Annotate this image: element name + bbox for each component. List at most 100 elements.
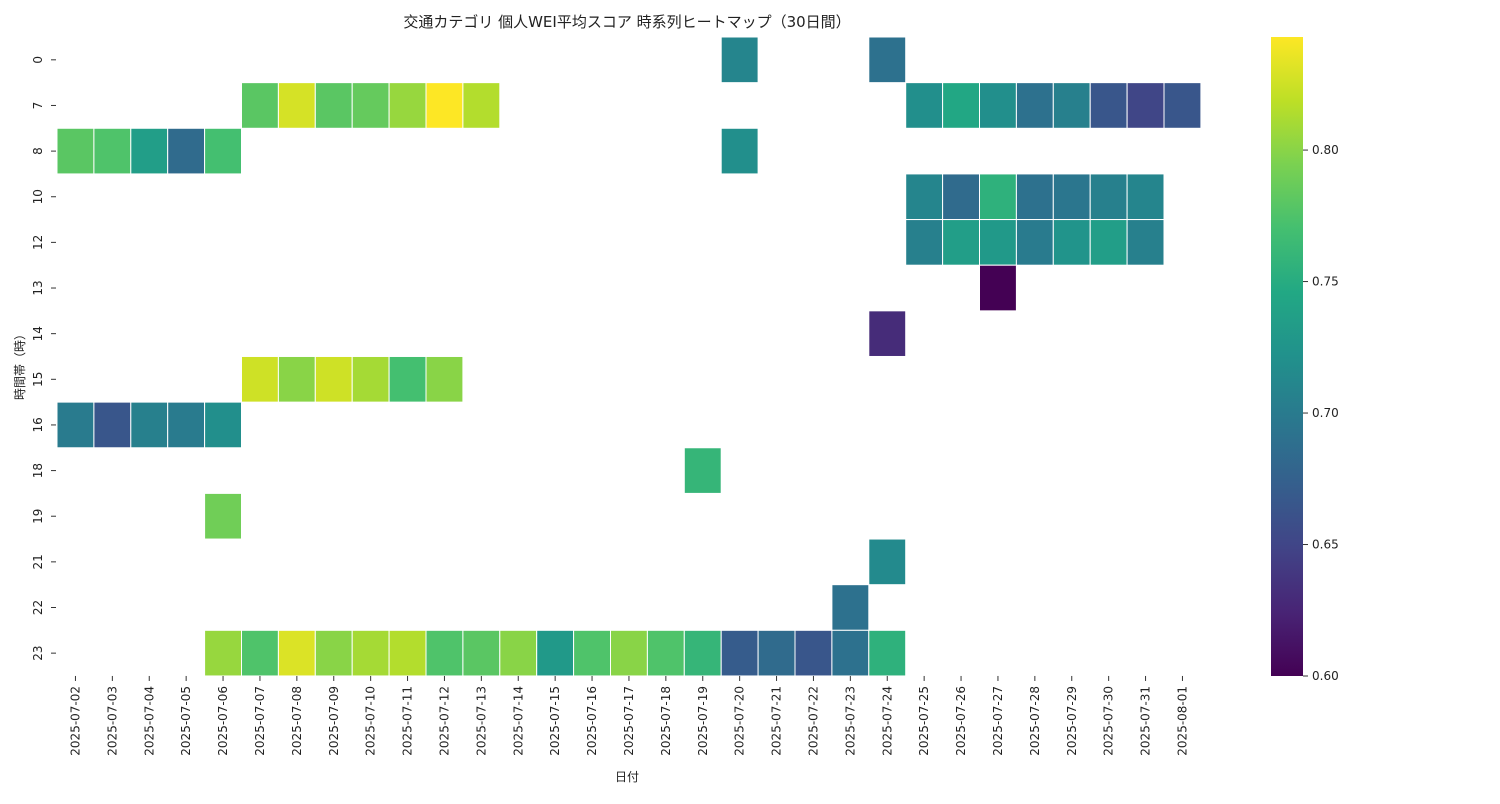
heatmap-cell: [425, 355, 464, 403]
x-tick-label: 2025-07-15: [548, 686, 562, 756]
x-tick-label: 2025-07-05: [179, 686, 193, 756]
x-tick-label: 2025-07-12: [437, 686, 451, 756]
heatmap-cells: [56, 36, 1202, 677]
x-tick-label: 2025-07-13: [474, 686, 488, 756]
x-tick-label: 2025-07-04: [142, 686, 156, 756]
x-tick-label: 2025-07-08: [290, 686, 304, 756]
x-tick-label: 2025-07-21: [770, 686, 784, 756]
heatmap-cell: [1015, 219, 1054, 266]
heatmap-cell: [241, 82, 279, 129]
heatmap-cell: [720, 127, 759, 175]
x-tick-label: 2025-07-26: [954, 686, 968, 756]
heatmap-cell: [831, 629, 870, 677]
y-tick-label: 13: [31, 280, 45, 295]
y-tick-label: 15: [31, 372, 45, 387]
colorbar: [1271, 37, 1303, 676]
y-tick-label: 21: [31, 554, 45, 569]
heatmap-cell: [241, 629, 279, 677]
heatmap-cell: [388, 82, 427, 129]
heatmap-cell: [1015, 82, 1054, 129]
heatmap-cell: [462, 82, 501, 129]
heatmap-cell: [277, 355, 316, 403]
x-tick-label: 2025-07-31: [1139, 686, 1153, 756]
heatmap-cell: [241, 355, 279, 403]
heatmap-cell: [868, 538, 907, 586]
heatmap-cell: [277, 629, 316, 677]
x-tick-label: 2025-07-18: [659, 686, 673, 756]
x-tick-label: 2025-07-16: [585, 686, 599, 756]
heatmap-cell: [610, 629, 648, 677]
y-tick-label: 23: [31, 645, 45, 660]
colorbar-tick-label: 0.60: [1312, 669, 1339, 683]
heatmap-cell: [499, 629, 538, 677]
colorbar-tick-label: 0.80: [1312, 143, 1339, 157]
colorbar-tick-label: 0.70: [1312, 406, 1339, 420]
heatmap-cell: [425, 629, 464, 677]
heatmap-cell: [314, 629, 353, 677]
heatmap-cell: [1126, 82, 1165, 129]
heatmap-cell: [462, 629, 501, 677]
heatmap-cell: [1089, 219, 1128, 266]
heatmap-cell: [130, 401, 169, 449]
heatmap-cell: [720, 36, 759, 84]
heatmap-cell: [277, 82, 316, 129]
x-tick-label: 2025-07-14: [511, 686, 525, 756]
x-tick-label: 2025-07-30: [1102, 686, 1116, 756]
colorbar-tick-label: 0.65: [1312, 538, 1339, 552]
x-tick-label: 2025-07-06: [216, 686, 230, 756]
heatmap-cell: [351, 355, 390, 403]
x-tick-label: 2025-07-17: [622, 686, 636, 756]
heatmap-cell: [425, 82, 464, 129]
y-axis-ticks: 0 7 8 10 12 13 14 15 16 18 19 21 22 23: [31, 56, 56, 661]
x-tick-label: 2025-07-24: [880, 686, 894, 756]
heatmap-cell: [388, 629, 427, 677]
heatmap-cell: [794, 629, 833, 677]
heatmap-cell: [979, 82, 1017, 129]
heatmap-cell: [1052, 219, 1091, 266]
y-tick-label: 14: [31, 326, 45, 341]
heatmap-cell: [167, 401, 206, 449]
heatmap-cell: [1126, 219, 1165, 266]
heatmap-cell: [942, 82, 980, 129]
x-tick-label: 2025-07-25: [917, 686, 931, 756]
heatmap-cell: [720, 629, 759, 677]
heatmap-cell: [979, 264, 1017, 312]
x-axis-label: 日付: [615, 770, 639, 784]
x-tick-label: 2025-08-01: [1176, 686, 1190, 756]
heatmap-cell: [683, 447, 722, 494]
heatmap-cell: [56, 127, 95, 175]
heatmap-cell: [905, 219, 944, 266]
x-tick-label: 2025-07-03: [105, 686, 119, 756]
heatmap-cell: [831, 584, 870, 631]
heatmap-cell: [942, 219, 980, 266]
heatmap-cell: [351, 629, 390, 677]
y-tick-label: 0: [31, 56, 45, 64]
heatmap-cell: [942, 173, 980, 221]
y-tick-label: 16: [31, 417, 45, 432]
heatmap-cell: [1015, 173, 1054, 221]
y-tick-label: 7: [31, 102, 45, 110]
heatmap-cell: [1052, 82, 1091, 129]
chart-title: 交通カテゴリ 個人WEI平均スコア 時系列ヒートマップ（30日間）: [403, 13, 850, 31]
x-tick-label: 2025-07-27: [991, 686, 1005, 756]
heatmap-cell: [388, 355, 427, 403]
heatmap-cell: [204, 401, 243, 449]
y-tick-label: 10: [31, 189, 45, 204]
heatmap-cell: [130, 127, 169, 175]
y-tick-label: 18: [31, 463, 45, 478]
y-tick-label: 19: [31, 509, 45, 524]
heatmap-cell: [314, 355, 353, 403]
x-tick-label: 2025-07-29: [1065, 686, 1079, 756]
colorbar-tick-label: 0.75: [1312, 275, 1339, 289]
heatmap-cell: [868, 36, 907, 84]
x-tick-label: 2025-07-28: [1028, 686, 1042, 756]
colorbar-ticks: 0.60 0.65 0.70 0.75 0.80: [1303, 143, 1339, 683]
heatmap-cell: [536, 629, 575, 677]
y-tick-label: 12: [31, 235, 45, 250]
heatmap-cell: [979, 173, 1017, 221]
heatmap-cell: [1126, 173, 1165, 221]
x-tick-label: 2025-07-09: [327, 686, 341, 756]
heatmap-cell: [204, 127, 243, 175]
